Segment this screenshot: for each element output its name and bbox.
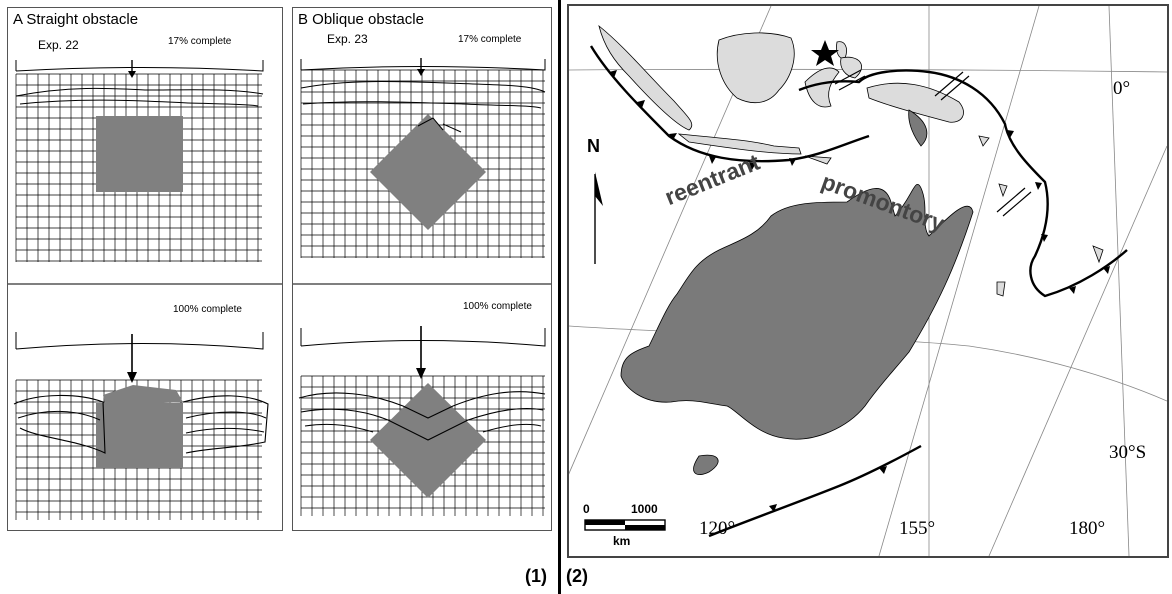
- longitude-120-label: 120°: [699, 518, 736, 539]
- panel-a-experiment-label: Exp. 22: [38, 38, 79, 52]
- panel-b: B Oblique obstacle Exp. 23 17% complete …: [292, 7, 552, 531]
- panel-b-bottom-bracket: [300, 328, 546, 347]
- scale-bar: [584, 519, 666, 531]
- part-separator: [558, 0, 561, 594]
- sunda-islands: [598, 24, 1104, 297]
- panel-a-top-thrust-front: [15, 87, 264, 97]
- part-1-label: (1): [525, 566, 547, 586]
- transform-markers: [834, 69, 1032, 217]
- longitude-180-label: 180°: [1069, 518, 1106, 539]
- panel-a-bottom-thrust-left: [13, 394, 106, 454]
- panel-b-top-status: 17% complete: [458, 34, 522, 45]
- part-2-label: (2): [566, 566, 588, 586]
- tectonic-map: [569, 6, 1167, 556]
- plate-boundary: [589, 45, 1128, 538]
- straight-obstacle-block-bottom: [96, 403, 183, 468]
- panel-a-title: A Straight obstacle: [13, 11, 139, 28]
- panel-a: A Straight obstacle Exp. 22 17% complete…: [7, 7, 283, 531]
- latitude-0-label: 0°: [1113, 78, 1131, 99]
- panel-a-bottom-thrust-right: [182, 395, 269, 454]
- panel-a-top-bracket: [15, 60, 264, 72]
- panel-b-experiment-label: Exp. 23: [327, 32, 368, 46]
- panel-b-bottom-status: 100% complete: [463, 301, 532, 312]
- star-marker: [811, 40, 839, 66]
- north-label: N: [587, 136, 600, 156]
- panel-b-drawing: [293, 58, 551, 516]
- map-panel: N reentrant promontory 0° 30°S 120° 155°…: [567, 4, 1169, 558]
- scale-end-label: 1000: [631, 502, 658, 516]
- scale-start-label: 0: [583, 502, 590, 516]
- straight-obstacle-block-top: [96, 116, 183, 192]
- subduction-teeth: [609, 70, 1110, 512]
- panel-b-top-bracket: [300, 59, 546, 71]
- oblique-obstacle-block-top: [370, 114, 486, 230]
- latitude-30s-label: 30°S: [1109, 442, 1147, 463]
- panel-a-top-status: 17% complete: [168, 36, 232, 47]
- panel-a-drawing: [8, 60, 282, 520]
- longitude-155-label: 155°: [899, 518, 936, 539]
- panel-b-title: B Oblique obstacle: [298, 11, 424, 28]
- panel-a-bottom-status: 100% complete: [173, 304, 242, 315]
- australian-plate: [620, 109, 974, 475]
- panel-a-bottom-bracket: [15, 332, 264, 350]
- scale-unit-label: km: [613, 534, 631, 548]
